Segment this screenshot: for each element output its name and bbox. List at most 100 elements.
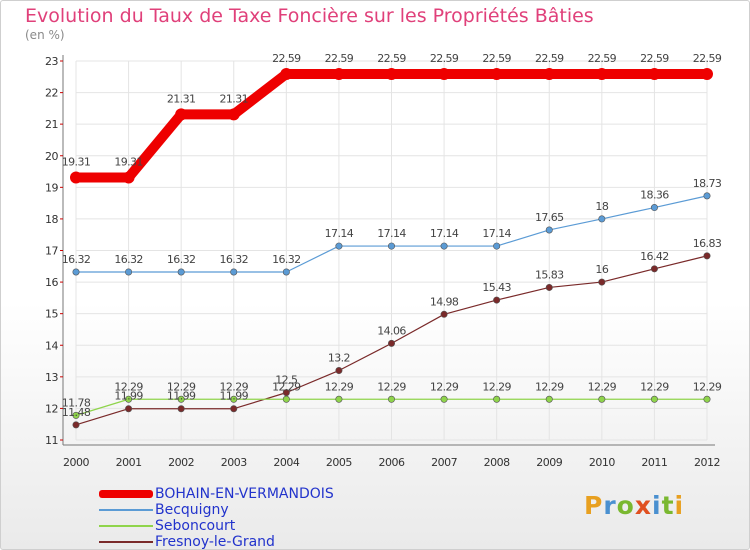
data-label: 17.14 xyxy=(325,227,354,240)
data-point xyxy=(175,108,188,121)
data-label: 22.59 xyxy=(640,52,669,65)
legend-swatch-fresnoy xyxy=(99,541,153,543)
data-point xyxy=(650,204,658,212)
data-label: 19.31 xyxy=(114,156,143,169)
data-point xyxy=(282,268,290,276)
data-point xyxy=(125,395,133,403)
x-tick-label: 2009 xyxy=(536,456,562,469)
x-tick-label: 2004 xyxy=(273,456,299,469)
logo-letter: i xyxy=(674,491,685,520)
data-label: 16.83 xyxy=(693,237,722,250)
data-label: 21.31 xyxy=(220,92,249,105)
x-tick-label: 2002 xyxy=(168,456,194,469)
y-tick-label: 17 xyxy=(45,245,58,258)
data-label: 22.59 xyxy=(535,52,564,65)
data-point xyxy=(385,67,398,80)
data-label: 13.2 xyxy=(328,352,350,365)
data-label: 15.83 xyxy=(535,268,564,281)
data-point xyxy=(598,395,606,403)
data-label: 12.5 xyxy=(275,374,298,387)
y-tick-label: 18 xyxy=(45,213,58,226)
data-point xyxy=(280,67,293,80)
data-point xyxy=(227,108,240,121)
data-label: 18 xyxy=(595,200,608,213)
data-point xyxy=(440,242,448,250)
data-point xyxy=(703,192,711,200)
data-point xyxy=(177,405,185,413)
proxiti-logo: Proxiti xyxy=(584,491,684,520)
data-point xyxy=(650,395,658,403)
data-point xyxy=(177,395,185,403)
data-label: 22.59 xyxy=(693,52,722,65)
data-point xyxy=(387,395,395,403)
data-label: 22.59 xyxy=(377,52,406,65)
data-label: 12.29 xyxy=(272,380,301,393)
data-label: 11.99 xyxy=(114,390,143,403)
data-label: 16.32 xyxy=(167,253,196,266)
legend-swatch-seboncourt xyxy=(99,525,153,527)
y-tick-label: 13 xyxy=(45,371,58,384)
data-label: 16.32 xyxy=(272,253,301,266)
logo-letter: r xyxy=(603,491,617,520)
y-tick-label: 11 xyxy=(45,434,58,447)
data-label: 18.36 xyxy=(640,189,669,202)
data-point xyxy=(177,268,185,276)
data-label: 12.29 xyxy=(588,380,617,393)
data-label: 19.31 xyxy=(62,156,91,169)
data-point xyxy=(493,395,501,403)
y-tick-label: 15 xyxy=(45,308,58,321)
y-tick-label: 16 xyxy=(45,276,58,289)
legend-label-fresnoy: Fresnoy-le-Grand xyxy=(155,534,275,550)
data-label: 12.29 xyxy=(482,380,511,393)
data-label: 16 xyxy=(595,263,608,276)
data-label: 22.59 xyxy=(430,52,459,65)
data-point xyxy=(650,265,658,273)
data-label: 17.14 xyxy=(482,227,511,240)
data-point xyxy=(545,283,553,291)
data-point xyxy=(282,395,290,403)
data-point xyxy=(387,339,395,347)
data-point xyxy=(438,67,451,80)
data-point xyxy=(493,296,501,304)
data-label: 17.14 xyxy=(377,227,406,240)
data-point xyxy=(125,268,133,276)
legend-label-becquigny: Becquigny xyxy=(155,502,229,518)
data-point xyxy=(72,268,80,276)
data-point xyxy=(335,242,343,250)
logo-letter: x xyxy=(634,491,652,520)
data-label: 16.32 xyxy=(62,253,91,266)
data-label: 12.29 xyxy=(220,380,249,393)
data-point xyxy=(335,367,343,375)
data-point xyxy=(703,252,711,260)
data-label: 12.29 xyxy=(693,380,722,393)
data-label: 12.29 xyxy=(377,380,406,393)
y-tick-label: 14 xyxy=(45,339,58,352)
data-point xyxy=(545,226,553,234)
data-point xyxy=(72,411,80,419)
data-label: 17.65 xyxy=(535,211,564,224)
data-label: 12.29 xyxy=(114,380,143,393)
legend-swatch-bohain xyxy=(99,490,153,498)
data-label: 22.59 xyxy=(588,52,617,65)
data-label: 21.31 xyxy=(167,92,196,105)
data-point xyxy=(598,215,606,223)
data-point xyxy=(595,67,608,80)
legend-label-bohain: BOHAIN-EN-VERMANDOIS xyxy=(155,486,334,502)
x-tick-label: 2008 xyxy=(484,456,510,469)
data-label: 11.99 xyxy=(220,390,249,403)
data-label: 12.29 xyxy=(430,380,459,393)
data-point xyxy=(701,67,713,80)
x-tick-label: 2001 xyxy=(116,456,142,469)
y-tick-label: 21 xyxy=(45,118,58,131)
data-label: 11.48 xyxy=(62,406,91,419)
data-label: 12.29 xyxy=(167,380,196,393)
data-label: 15.43 xyxy=(482,281,511,294)
data-point xyxy=(440,395,448,403)
data-point xyxy=(125,405,133,413)
y-tick-label: 23 xyxy=(45,55,58,68)
data-point xyxy=(543,67,556,80)
data-point xyxy=(335,395,343,403)
data-point xyxy=(72,421,80,429)
data-label: 14.06 xyxy=(377,324,406,337)
